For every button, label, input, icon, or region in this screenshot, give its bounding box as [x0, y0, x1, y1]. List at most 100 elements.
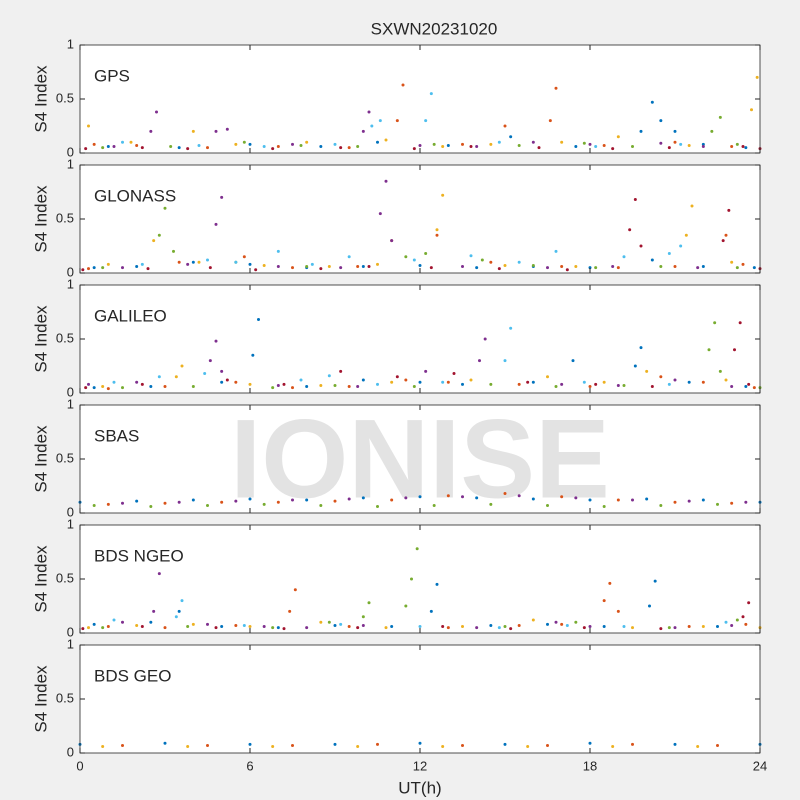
data-point [531, 497, 535, 501]
data-point [480, 258, 484, 262]
x-tick-label: 24 [753, 758, 767, 773]
data-point [299, 378, 303, 382]
data-point [546, 622, 549, 626]
data-point [667, 626, 671, 630]
data-point [531, 618, 535, 622]
data-point [87, 267, 90, 271]
data-point [446, 626, 450, 630]
data-point [197, 260, 201, 264]
data-point [149, 385, 153, 389]
data-point [713, 321, 717, 325]
data-point [339, 369, 343, 373]
data-point [180, 364, 184, 368]
data-point [582, 141, 586, 145]
data-point [537, 146, 541, 150]
y-tick-label: 1 [67, 516, 74, 531]
data-point [271, 745, 275, 749]
data-point [347, 146, 351, 150]
data-point [574, 145, 578, 149]
data-point [517, 494, 521, 498]
data-point [721, 239, 725, 243]
data-point [673, 626, 677, 630]
data-point [517, 382, 521, 386]
data-point [424, 369, 428, 373]
data-point [602, 505, 606, 509]
data-point [446, 380, 450, 384]
data-point [203, 372, 207, 376]
data-point [565, 268, 569, 272]
data-point [356, 745, 360, 749]
data-point [347, 385, 351, 389]
data-point [135, 380, 139, 384]
data-point [152, 239, 156, 243]
x-tick-label: 18 [583, 758, 597, 773]
data-point [149, 620, 153, 624]
data-point [435, 582, 439, 586]
data-point [319, 145, 323, 149]
data-point [333, 383, 337, 387]
data-point [180, 599, 184, 603]
data-point [517, 143, 521, 147]
data-point [333, 142, 337, 146]
data-point [554, 86, 558, 90]
y-tick-label: 0.5 [56, 330, 74, 345]
y-axis-label: S4 Index [31, 185, 50, 253]
data-point [602, 380, 606, 384]
data-point [135, 143, 139, 147]
data-point [395, 375, 399, 379]
data-point [616, 609, 620, 613]
data-point [234, 380, 238, 384]
data-point [112, 618, 116, 622]
data-point [206, 622, 209, 626]
data-point [206, 503, 209, 507]
data-point [548, 119, 552, 123]
data-point [169, 145, 173, 149]
data-point [129, 140, 133, 144]
data-point [347, 497, 351, 501]
data-point [475, 145, 479, 149]
data-point [149, 505, 153, 509]
data-point [631, 145, 634, 149]
data-point [404, 496, 408, 500]
data-point [594, 145, 598, 149]
data-point [679, 244, 683, 248]
data-point [659, 265, 663, 269]
data-point [503, 492, 507, 496]
data-point [242, 255, 246, 259]
data-point [206, 146, 209, 150]
data-point [418, 741, 422, 745]
data-point [461, 625, 464, 629]
data-point [565, 623, 569, 627]
data-point [276, 626, 280, 630]
data-point [441, 145, 445, 149]
data-point [384, 626, 388, 630]
data-point [588, 741, 592, 745]
data-point [560, 140, 564, 144]
axes-background [80, 45, 760, 153]
data-point [101, 626, 105, 630]
data-point [418, 380, 422, 384]
data-point [724, 378, 728, 382]
data-point [727, 208, 731, 212]
data-point [687, 625, 691, 629]
data-point [687, 143, 691, 147]
data-point [418, 625, 422, 629]
data-point [404, 255, 408, 259]
data-point [429, 92, 433, 96]
data-point [582, 380, 586, 384]
data-point [594, 382, 598, 386]
data-point [475, 496, 479, 500]
data-point [356, 145, 360, 149]
data-point [305, 265, 309, 269]
data-point [395, 119, 399, 123]
data-point [106, 625, 110, 629]
data-point [140, 625, 144, 629]
data-point [225, 127, 229, 131]
data-point [163, 626, 167, 630]
data-point [319, 267, 323, 271]
data-point [92, 503, 96, 507]
data-point [135, 265, 139, 269]
data-point [616, 266, 620, 270]
data-point [659, 627, 663, 631]
